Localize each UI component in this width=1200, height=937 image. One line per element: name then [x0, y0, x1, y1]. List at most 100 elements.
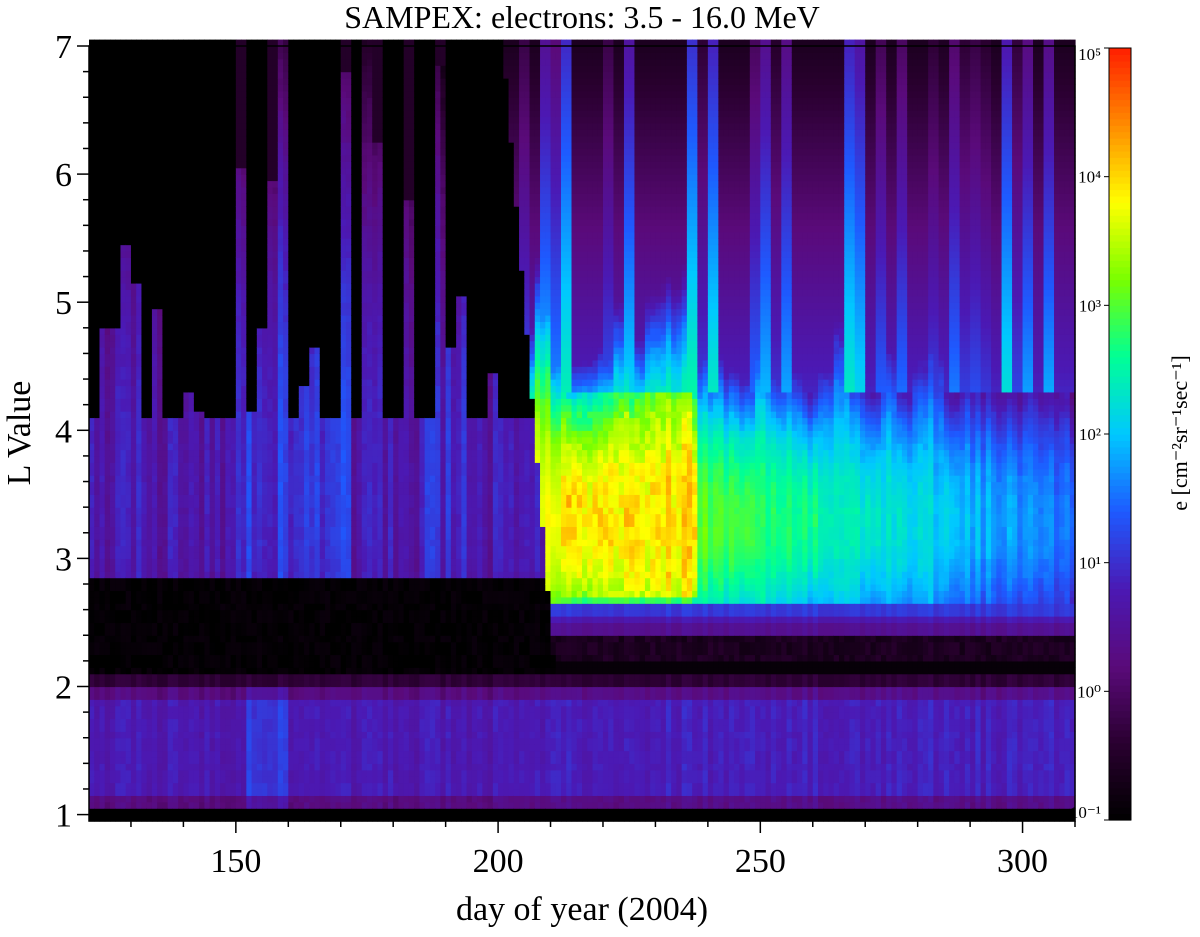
heatmap-cell	[151, 596, 158, 604]
heatmap-cell	[193, 334, 200, 342]
heatmap-cell	[283, 673, 289, 681]
heatmap-cell	[209, 590, 216, 598]
heatmap-cell	[214, 398, 221, 406]
heatmap-cell	[246, 161, 253, 169]
heatmap-cell	[256, 148, 263, 156]
heatmap-cell	[151, 692, 158, 700]
heatmap-cell	[146, 455, 153, 463]
heatmap-cell	[235, 116, 242, 124]
heatmap-cell	[183, 302, 190, 310]
heatmap-cell	[183, 84, 190, 92]
heatmap-cell	[262, 718, 268, 726]
heatmap-cell	[293, 744, 300, 752]
heatmap-cell	[94, 571, 101, 579]
heatmap-cell	[235, 744, 242, 752]
heatmap-cell	[141, 443, 148, 451]
heatmap-cell	[89, 347, 95, 355]
heatmap-cell	[183, 718, 190, 726]
heatmap-cell	[141, 616, 148, 624]
heatmap-cell	[183, 609, 190, 617]
heatmap-cell	[130, 436, 137, 444]
heatmap-cell	[256, 206, 263, 214]
heatmap-cell	[151, 436, 158, 444]
heatmap-cell	[293, 603, 300, 611]
heatmap-cell	[230, 110, 237, 118]
heatmap-cell	[89, 795, 95, 803]
heatmap-cell	[193, 154, 200, 162]
heatmap-cell	[230, 46, 237, 53]
heatmap-cell	[209, 167, 216, 175]
heatmap-cell	[193, 686, 200, 694]
heatmap-cell	[94, 218, 101, 226]
heatmap-cell	[220, 712, 226, 720]
heatmap-cell	[120, 468, 127, 476]
heatmap-cell	[94, 475, 101, 483]
heatmap-cell	[225, 423, 232, 431]
heatmap-cell	[267, 186, 274, 194]
heatmap-cell	[220, 97, 226, 105]
heatmap-cell	[225, 116, 232, 124]
heatmap-cell	[220, 551, 226, 559]
heatmap-cell	[214, 801, 221, 809]
heatmap-cell	[94, 340, 101, 348]
heatmap-cell	[251, 347, 258, 355]
heatmap-cell	[267, 276, 274, 284]
heatmap-cell	[146, 443, 153, 451]
heatmap-cell	[204, 494, 211, 502]
heatmap-cell	[151, 468, 158, 476]
heatmap-cell	[94, 443, 101, 451]
heatmap-cell	[193, 475, 200, 483]
heatmap-cell	[94, 417, 101, 425]
heatmap-cell	[178, 372, 184, 380]
heatmap-cell	[298, 423, 305, 431]
heatmap-cell	[130, 129, 137, 137]
heatmap-cell	[241, 142, 247, 150]
heatmap-cell	[288, 641, 295, 649]
heatmap-cell	[183, 532, 190, 540]
heatmap-cell	[109, 455, 116, 463]
heatmap-cell	[230, 78, 237, 86]
heatmap-cell	[94, 404, 101, 412]
heatmap-cell	[267, 78, 274, 86]
heatmap-cell	[293, 788, 300, 796]
heatmap-cell	[220, 750, 226, 758]
heatmap-cell	[288, 199, 295, 207]
heatmap-cell	[298, 391, 305, 399]
heatmap-cell	[115, 500, 122, 508]
heatmap-cell	[283, 244, 289, 252]
heatmap-cell	[146, 148, 153, 156]
heatmap-cell	[188, 475, 195, 483]
heatmap-cell	[99, 551, 106, 559]
heatmap-cell	[214, 763, 221, 771]
heatmap-cell	[277, 193, 284, 201]
heatmap-cell	[120, 225, 127, 233]
heatmap-cell	[199, 270, 205, 278]
heatmap-cell	[99, 564, 106, 572]
heatmap-cell	[298, 257, 305, 265]
heatmap-cell	[146, 302, 153, 310]
heatmap-cell	[199, 186, 205, 194]
heatmap-cell	[172, 353, 179, 361]
heatmap-cell	[225, 167, 232, 175]
heatmap-cell	[172, 65, 179, 73]
heatmap-cell	[272, 78, 279, 86]
heatmap-cell	[115, 699, 122, 707]
heatmap-cell	[246, 58, 253, 66]
heatmap-cell	[94, 660, 101, 668]
heatmap-cell	[167, 46, 174, 53]
heatmap-cell	[220, 52, 226, 60]
heatmap-cell	[214, 699, 221, 707]
heatmap-cell	[283, 295, 289, 303]
heatmap-cell	[199, 481, 205, 489]
heatmap-cell	[130, 282, 137, 290]
heatmap-cell	[115, 731, 122, 739]
heatmap-cell	[183, 116, 190, 124]
heatmap-cell	[167, 692, 174, 700]
heatmap-cell	[157, 737, 164, 745]
heatmap-cell	[188, 154, 195, 162]
heatmap-cell	[115, 282, 122, 290]
heatmap-cell	[193, 449, 200, 457]
heatmap-cell	[298, 782, 305, 790]
heatmap-cell	[172, 116, 179, 124]
heatmap-cell	[283, 174, 289, 182]
